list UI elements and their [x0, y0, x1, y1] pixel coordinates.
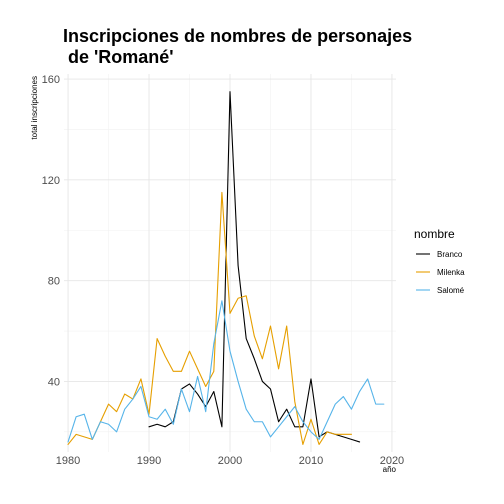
legend-label-salom-: Salomé [437, 286, 465, 295]
legend-title: nombre [414, 227, 455, 241]
chart-title-line2: de 'Romané' [63, 47, 174, 67]
x-tick-label-4: 2020 [380, 455, 404, 467]
legend: nombre Branco Milenka Salomé [414, 227, 465, 295]
y-tick-label-3: 160 [42, 74, 60, 86]
y-tick-label-0: 40 [48, 376, 60, 388]
x-axis-label: año [383, 465, 397, 474]
x-tick-label-1: 1990 [137, 455, 161, 467]
x-tick-labels: 1980 1990 2000 2010 2020 [56, 455, 404, 467]
y-axis-label: total inscripciones [30, 76, 39, 140]
x-tick-label-0: 1980 [56, 455, 80, 467]
legend-label-milenka: Milenka [437, 268, 465, 277]
y-tick-label-1: 80 [48, 276, 60, 288]
x-tick-label-3: 2010 [299, 455, 323, 467]
plot-lines [67, 91, 385, 445]
legend-label-branco: Branco [437, 250, 463, 259]
series-line-salom- [67, 300, 385, 443]
chart-title-line1: Inscripciones de nombres de personajes [63, 26, 412, 46]
x-tick-label-2: 2000 [218, 455, 242, 467]
y-tick-label-2: 120 [42, 175, 60, 187]
y-tick-labels: 40 80 120 160 [42, 74, 60, 388]
plot-grid [64, 74, 396, 452]
series-line-branco [148, 91, 361, 443]
